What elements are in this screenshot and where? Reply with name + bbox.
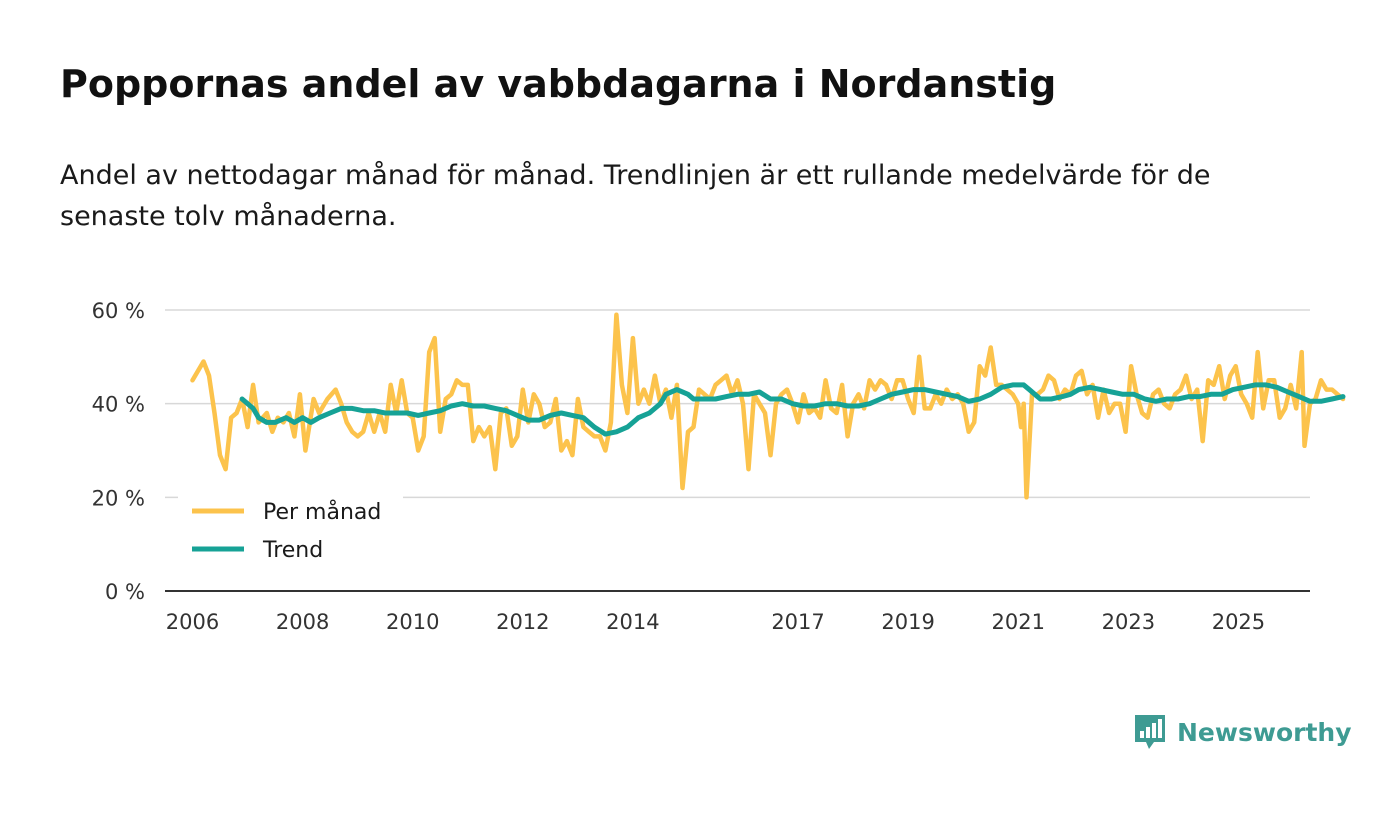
y-axis-ticks: 0 % 20 % 40 % 60 % bbox=[92, 299, 145, 604]
x-tick-label: 2023 bbox=[1102, 610, 1155, 634]
x-tick-label: 2021 bbox=[992, 610, 1045, 634]
x-tick-label: 2025 bbox=[1212, 610, 1265, 634]
y-tick-label: 60 % bbox=[92, 299, 145, 323]
x-tick-label: 2006 bbox=[166, 610, 219, 634]
x-axis-ticks: 2006 2008 2010 2012 2014 2017 2019 2021 2023 2025 bbox=[166, 610, 1265, 634]
legend-label: Per månad bbox=[263, 499, 381, 525]
x-tick-label: 2014 bbox=[606, 610, 659, 634]
legend-background bbox=[178, 488, 403, 574]
newsworthy-logo: Newsworthy bbox=[1133, 712, 1352, 752]
chart-subtitle: Andel av nettodagar månad för månad. Tre… bbox=[60, 160, 1211, 232]
series-line-trend bbox=[239, 382, 1346, 437]
y-tick-label: 20 % bbox=[92, 486, 145, 510]
x-tick-label: 2017 bbox=[771, 610, 824, 634]
series-line-per-manad bbox=[190, 312, 1346, 500]
y-tick-label: 40 % bbox=[92, 393, 145, 417]
legend: Per månad Trend bbox=[178, 488, 403, 574]
series-layer bbox=[190, 312, 1346, 500]
legend-label: Trend bbox=[262, 538, 323, 563]
x-tick-label: 2019 bbox=[881, 610, 934, 634]
newsworthy-logo-icon bbox=[1135, 715, 1165, 749]
x-tick-label: 2012 bbox=[496, 610, 549, 634]
newsworthy-logo-text: Newsworthy bbox=[1177, 717, 1352, 747]
x-tick-label: 2010 bbox=[386, 610, 439, 634]
x-tick-label: 2008 bbox=[276, 610, 329, 634]
chart-title: Poppornas andel av vabbdagarna i Nordans… bbox=[60, 62, 1057, 106]
y-tick-label: 0 % bbox=[105, 580, 145, 604]
